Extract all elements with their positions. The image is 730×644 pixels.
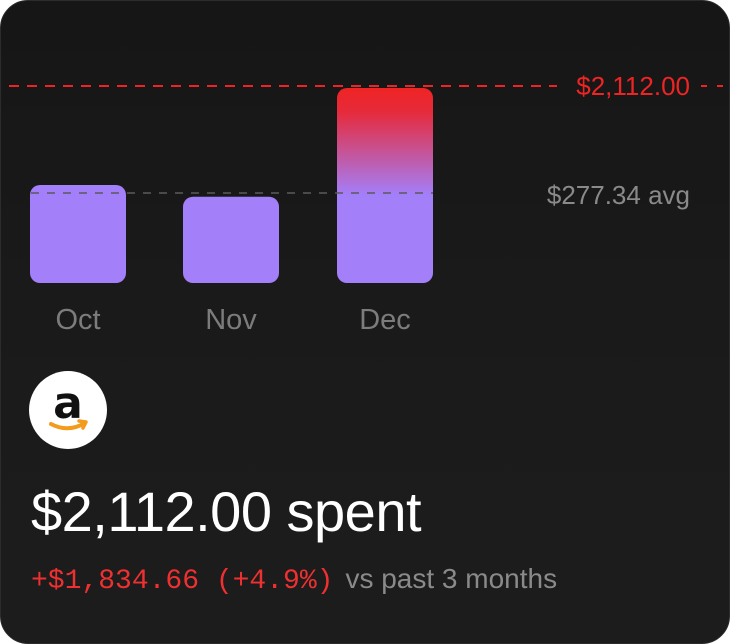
amount-spent: $2,112.00 spent — [31, 480, 422, 543]
delta-amount: +$1,834.66 (+4.9%) — [31, 566, 334, 597]
comparison-line: +$1,834.66 (+4.9%) vs past 3 months — [31, 563, 557, 597]
x-tick-label-dec: Dec — [359, 304, 411, 336]
max-reference-label: $2,112.00 — [576, 71, 690, 101]
x-tick-label-nov: Nov — [205, 304, 257, 336]
spending-bar-chart: $2,112.00 $277.34 avg Oct Nov Dec — [9, 71, 723, 336]
bar-oct[interactable] — [30, 185, 126, 283]
bar-nov[interactable] — [183, 196, 279, 283]
amazon-logo-icon: a — [29, 371, 107, 449]
comparison-period: vs past 3 months — [345, 563, 558, 594]
x-tick-label-oct: Oct — [55, 304, 100, 336]
average-reference-label: $277.34 avg — [547, 180, 690, 210]
bar-dec[interactable] — [337, 88, 433, 283]
